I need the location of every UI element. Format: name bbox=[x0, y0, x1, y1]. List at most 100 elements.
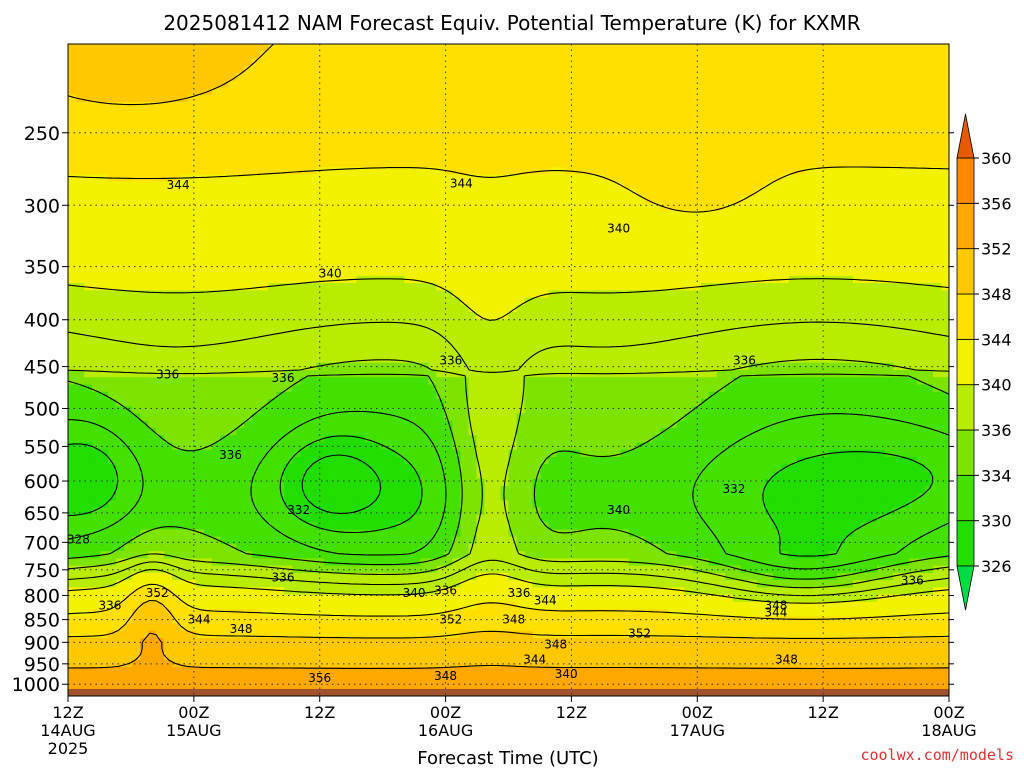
field-cell bbox=[388, 681, 397, 690]
field-cell bbox=[236, 674, 245, 683]
field-cell bbox=[356, 674, 365, 683]
field-cell bbox=[172, 667, 181, 675]
field-cell bbox=[228, 261, 237, 270]
field-cell bbox=[500, 181, 510, 190]
field-cell bbox=[484, 101, 494, 110]
field-cell bbox=[292, 522, 301, 530]
field-cell bbox=[268, 203, 277, 212]
field-cell bbox=[236, 101, 245, 110]
field-cell bbox=[204, 609, 213, 617]
field-cell bbox=[228, 268, 237, 277]
field-cell bbox=[292, 44, 301, 52]
field-cell bbox=[340, 203, 349, 212]
field-cell bbox=[412, 80, 421, 89]
field-cell bbox=[220, 145, 229, 154]
field-cell bbox=[412, 319, 421, 328]
field-cell bbox=[404, 674, 413, 683]
field-cell bbox=[404, 333, 413, 342]
field-cell bbox=[348, 514, 357, 523]
field-cell bbox=[404, 145, 413, 154]
field-cell bbox=[244, 123, 253, 132]
field-cell bbox=[196, 623, 205, 632]
field-cell bbox=[348, 58, 357, 67]
field-cell bbox=[316, 420, 325, 429]
field-cell bbox=[244, 500, 253, 509]
field-cell bbox=[404, 558, 413, 567]
field-cell bbox=[300, 341, 309, 349]
field-cell bbox=[388, 123, 397, 132]
field-cell bbox=[276, 297, 285, 306]
field-cell bbox=[460, 572, 470, 581]
field-cell bbox=[364, 681, 373, 690]
field-cell bbox=[460, 210, 470, 219]
field-cell bbox=[476, 370, 486, 378]
field-cell bbox=[188, 130, 197, 139]
field-cell bbox=[228, 572, 237, 581]
field-cell bbox=[348, 435, 357, 444]
field-cell bbox=[164, 398, 173, 407]
field-cell bbox=[292, 623, 301, 632]
field-cell bbox=[252, 217, 261, 226]
field-cell bbox=[76, 80, 85, 89]
field-cell bbox=[252, 225, 261, 233]
field-cell bbox=[92, 609, 101, 617]
field-cell bbox=[100, 275, 109, 284]
field-cell bbox=[76, 478, 85, 487]
field-cell bbox=[244, 609, 253, 617]
field-cell bbox=[476, 645, 486, 654]
field-cell bbox=[268, 333, 277, 342]
field-cell bbox=[500, 246, 510, 255]
field-cell bbox=[444, 217, 454, 226]
field-cell bbox=[172, 543, 181, 552]
field-cell bbox=[76, 384, 85, 393]
field-cell bbox=[124, 449, 133, 458]
field-cell bbox=[116, 116, 125, 125]
field-cell bbox=[452, 427, 462, 436]
field-cell bbox=[228, 210, 237, 219]
field-cell bbox=[420, 507, 430, 516]
field-cell bbox=[76, 391, 85, 400]
field-cell bbox=[252, 536, 261, 545]
field-cell bbox=[388, 652, 397, 661]
field-cell bbox=[340, 551, 349, 559]
field-cell bbox=[380, 398, 389, 407]
field-cell bbox=[500, 587, 510, 596]
field-cell bbox=[460, 138, 470, 147]
field-cell bbox=[356, 138, 365, 147]
field-cell bbox=[300, 72, 309, 81]
field-cell bbox=[444, 391, 454, 400]
field-cell bbox=[84, 181, 93, 190]
field-cell bbox=[228, 659, 237, 668]
field-cell bbox=[172, 87, 181, 96]
field-cell bbox=[140, 333, 149, 342]
field-cell bbox=[332, 442, 341, 451]
field-cell bbox=[84, 290, 93, 299]
field-cell bbox=[132, 341, 141, 349]
field-cell bbox=[460, 283, 470, 291]
field-cell bbox=[460, 312, 470, 320]
field-cell bbox=[372, 297, 381, 306]
field-cell bbox=[420, 601, 430, 610]
field-cell bbox=[468, 485, 478, 494]
field-cell bbox=[132, 601, 141, 610]
field-cell bbox=[292, 152, 301, 161]
field-cell bbox=[300, 290, 309, 299]
field-cell bbox=[132, 362, 141, 371]
field-cell bbox=[460, 304, 470, 313]
field-cell bbox=[76, 217, 85, 226]
field-cell bbox=[148, 377, 157, 386]
field-cell bbox=[196, 312, 205, 320]
field-cell bbox=[188, 529, 197, 538]
field-cell bbox=[388, 72, 397, 81]
field-cell bbox=[204, 630, 213, 639]
field-cell bbox=[196, 232, 205, 241]
field-cell bbox=[452, 210, 462, 219]
field-cell bbox=[84, 362, 93, 371]
field-cell bbox=[468, 319, 478, 328]
field-cell bbox=[444, 58, 454, 67]
field-cell bbox=[188, 609, 197, 617]
field-cell bbox=[172, 609, 181, 617]
field-cell bbox=[492, 181, 502, 190]
field-cell bbox=[284, 87, 293, 96]
field-cell bbox=[148, 188, 157, 197]
